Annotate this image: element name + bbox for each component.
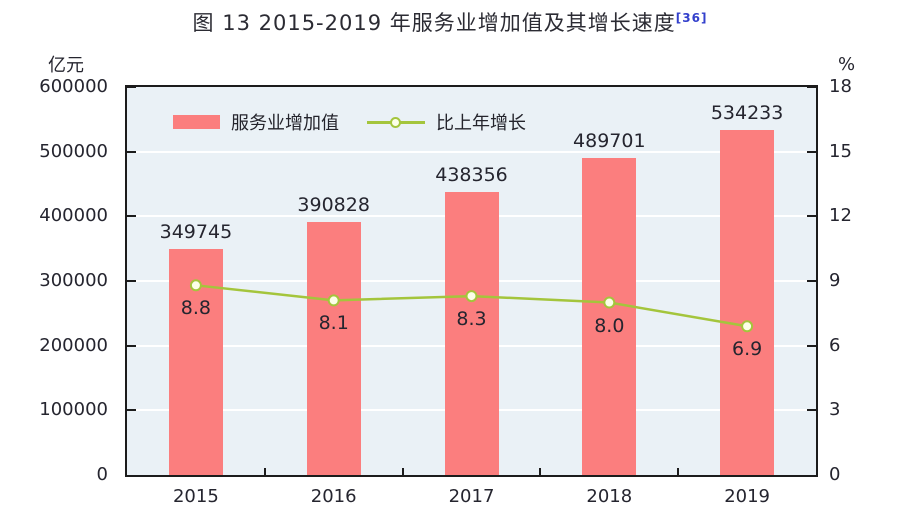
legend: 服务业增加值 比上年增长 — [173, 109, 526, 135]
y-axis-right-label: 12 — [829, 205, 852, 227]
bar-2019 — [720, 129, 775, 475]
x-axis-tick — [677, 468, 680, 475]
x-axis-label-2018: 2018 — [586, 486, 633, 507]
y-axis-right-label: 18 — [829, 76, 852, 97]
bar-value-label: 390828 — [297, 194, 370, 217]
y-axis-left-label: 100000 — [39, 399, 108, 421]
footnote-ref: [36] — [675, 11, 708, 25]
x-axis-tick — [263, 468, 266, 475]
y-axis-left-label: 200000 — [39, 334, 108, 356]
y-axis-right-label: 0 — [829, 464, 841, 485]
chart-plot-area: 349745 390828 438356 489701 534233 8.8 8.1 8.3 8… — [125, 85, 818, 477]
left-axis-tick — [127, 150, 136, 153]
x-axis-label-2015: 2015 — [172, 486, 219, 507]
y-axis-right-label: 15 — [829, 140, 852, 162]
gridline — [127, 150, 816, 153]
bar-value-label: 349745 — [159, 220, 233, 243]
left-axis-tick — [127, 344, 136, 347]
left-axis-tick — [127, 409, 136, 412]
bar-value-label: 438356 — [435, 163, 508, 186]
right-axis-tick — [807, 150, 816, 153]
line-value-label: 8.0 — [594, 314, 625, 337]
chart-title: 图 13 2015-2019 年服务业增加值及其增长速度[36] — [0, 7, 900, 37]
line-value-label: 8.1 — [318, 312, 349, 335]
right-axis-tick — [807, 344, 816, 347]
y-axis-left-label: 500000 — [39, 140, 108, 162]
x-axis-label-2016: 2016 — [310, 486, 357, 507]
legend-item-bar: 服务业增加值 — [173, 109, 339, 135]
y-axis-right-label: 9 — [829, 270, 841, 291]
right-axis-tick — [807, 215, 816, 218]
x-axis-label-2017: 2017 — [448, 486, 495, 507]
bar-2015 — [168, 248, 223, 475]
left-axis-tick — [127, 87, 136, 88]
legend-bar-label: 服务业增加值 — [231, 113, 339, 134]
right-axis-unit-label: % — [838, 54, 856, 75]
legend-item-line: 比上年增长 — [367, 109, 526, 135]
chart-title-text: 图 13 2015-2019 年服务业增加值及其增长速度 — [192, 11, 676, 35]
x-axis-label-2019: 2019 — [724, 486, 770, 507]
line-value-label: 8.8 — [180, 297, 211, 320]
bar-2017 — [444, 191, 499, 475]
bar-value-label: 489701 — [573, 130, 646, 153]
y-axis-right-label: 3 — [829, 399, 841, 421]
left-axis-tick — [127, 215, 136, 218]
bar-2016 — [306, 222, 361, 475]
x-axis-tick — [401, 468, 404, 475]
right-axis-tick — [807, 87, 816, 88]
left-axis-tick — [127, 280, 136, 282]
legend-bar-swatch — [173, 115, 220, 129]
y-axis-left-label: 400000 — [39, 205, 108, 227]
bar-value-label: 534233 — [710, 101, 784, 124]
right-axis-tick — [807, 280, 816, 282]
line-value-label: 8.3 — [456, 308, 487, 331]
y-axis-left-label: 600000 — [39, 76, 108, 97]
legend-line-swatch — [367, 115, 425, 130]
x-axis-tick — [539, 468, 542, 475]
y-axis-right-label: 6 — [829, 334, 841, 356]
right-axis-tick — [807, 409, 816, 412]
legend-line-marker — [390, 116, 401, 128]
left-axis-unit-label: 亿元 — [48, 55, 84, 76]
legend-line-label: 比上年增长 — [436, 113, 526, 134]
line-value-label: 6.9 — [731, 338, 763, 361]
y-axis-left-label: 300000 — [39, 270, 108, 291]
y-axis-left-label: 0 — [96, 464, 108, 485]
